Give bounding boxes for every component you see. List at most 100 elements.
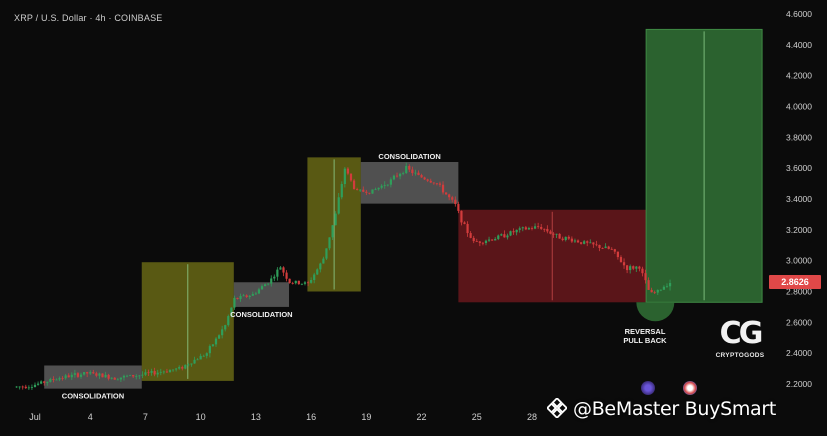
candle-body [429,180,432,183]
candle-body [291,282,294,284]
y-tick-label: 3.8000 [786,132,812,142]
candle-body [380,185,383,188]
y-tick-label: 2.2000 [786,379,812,389]
candle-body [524,227,527,230]
candle-body [248,295,251,297]
candle-body [101,373,104,378]
candle-body [251,293,254,296]
candle-body [343,168,346,185]
candle-body [181,367,184,369]
candle-body [579,242,583,244]
candle-body [515,229,518,233]
candle-body [217,335,221,339]
candle-body [533,226,537,229]
candle-body [659,289,662,291]
y-tick-label: 4.6000 [786,9,812,19]
y-axis: 4.6000 4.4000 4.2000 4.0000 3.8000 3.6000 3.40… [786,9,812,389]
candle-body [303,282,307,284]
candle-body [512,231,515,233]
candle-body [79,374,83,377]
current-price-tag: 2.8626 [769,274,821,289]
candle-body [125,375,129,377]
candle-body [245,295,248,297]
candle-body [211,344,215,347]
candle-body [527,228,531,230]
candle-body [313,274,316,281]
zone-labels: CONSOLIDATION CONSOLIDATION CONSOLIDATION [62,152,441,401]
candle-body [162,371,165,373]
candle-body [89,372,92,374]
candle-body [583,241,586,244]
consolidation-label: CONSOLIDATION [62,392,124,401]
candle-body [537,226,540,228]
candle-body [110,377,113,379]
candle-body [33,384,37,388]
candle-body [438,183,442,185]
candle-body [328,237,331,249]
indicator-icon[interactable] [641,381,655,400]
x-tick-label: 7 [143,412,148,422]
y-tick-label: 2.4000 [786,348,812,358]
candle-body [395,175,399,177]
reversal-pullback-label: REVERSAL PULL BACK [612,327,678,345]
reversal-line-1: REVERSAL [624,327,666,336]
zone-box-consolidation [233,282,290,307]
y-tick-label: 3.6000 [786,163,812,173]
candle-body [129,374,132,376]
candle-body [386,184,389,186]
candle-body [306,282,310,284]
candle-body [616,251,620,258]
candle-body [279,267,282,270]
candle-body [159,371,162,373]
candle-body [52,379,55,381]
candle-body [638,266,641,269]
candle-body [300,283,304,285]
candle-body [135,375,138,377]
candle-body [435,183,438,185]
y-tick-label: 4.4000 [786,40,812,50]
candle-body [500,234,503,236]
x-tick-label: Jul [29,412,41,422]
candle-body [40,381,43,384]
candle-body [224,325,227,330]
candle-body [607,246,610,249]
candle-body [199,355,202,360]
candle-body [619,257,623,263]
candle-body [466,223,469,234]
candle-body [205,353,208,356]
candle-body [656,289,659,293]
candle-body [282,267,285,273]
candle-body [288,278,291,283]
candle-body [371,189,374,194]
candle-body [411,169,414,174]
candle-body [208,346,211,354]
candle-body [564,236,567,241]
candle-body [570,238,573,242]
candle-body [46,381,49,383]
candle-body [365,191,368,193]
candle-body [586,241,589,243]
candle-body [521,227,524,229]
candle-body [184,364,187,369]
candle-body [175,368,178,370]
candle-body [276,269,279,277]
candle-body [392,175,396,180]
candle-body [24,386,27,389]
brand-logo: CG CRYPTOGODS [705,318,775,360]
candle-body [294,280,297,284]
flag-icon[interactable] [683,381,697,400]
candle-body [178,367,181,369]
candle-body [257,289,261,294]
candle-body [356,189,359,190]
candle-body [444,192,448,195]
candle-body [629,266,632,271]
watermark-text: @BeMaster BuySmart [573,398,777,420]
candle-body [236,297,239,299]
candle-body [402,173,405,174]
candle-body [352,180,356,190]
candle-body [405,165,408,174]
candle-body [423,177,426,180]
candle-body [491,239,494,241]
x-tick-label: 19 [361,412,371,422]
